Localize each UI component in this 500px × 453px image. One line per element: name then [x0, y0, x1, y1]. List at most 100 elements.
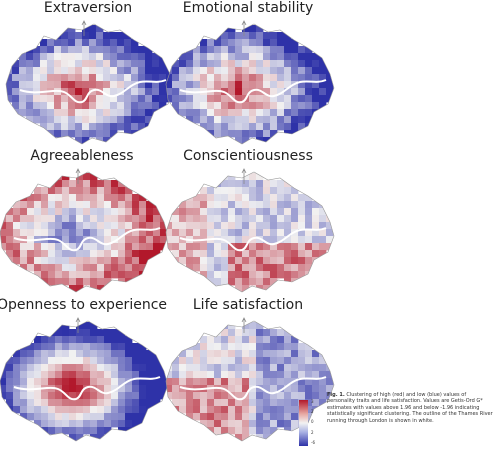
- district-cell: [138, 95, 146, 103]
- district-cell: [326, 222, 334, 230]
- district-cell: [256, 32, 264, 40]
- district-cell: [249, 427, 257, 435]
- district-cell: [40, 74, 48, 82]
- district-cell: [249, 208, 257, 216]
- district-cell: [34, 420, 42, 428]
- district-cell: [235, 420, 243, 428]
- district-cell: [263, 123, 271, 131]
- district-cell: [291, 271, 299, 279]
- district-cell: [242, 109, 250, 117]
- district-cell: [242, 25, 250, 33]
- district-cell: [89, 32, 97, 40]
- district-cell: [186, 243, 194, 251]
- district-cell: [228, 420, 236, 428]
- district-cell: [111, 187, 119, 195]
- district-cell: [207, 357, 215, 365]
- district-cell: [76, 222, 84, 230]
- district-cell: [55, 392, 63, 400]
- district-cell: [228, 74, 236, 82]
- district-cell: [249, 229, 257, 237]
- district-cell: [277, 420, 285, 428]
- district-cell: [166, 243, 173, 251]
- district-cell: [54, 81, 62, 89]
- district-cell: [193, 81, 201, 89]
- district-cell: [270, 406, 278, 414]
- district-cell: [20, 406, 28, 414]
- district-cell: [221, 243, 229, 251]
- district-cell: [305, 413, 313, 421]
- district-cell: [111, 385, 119, 393]
- district-cell: [284, 392, 292, 400]
- district-cell: [103, 53, 111, 61]
- district-cell: [97, 208, 105, 216]
- district-cell: [103, 116, 111, 124]
- district-cell: [132, 385, 140, 393]
- district-cell: [249, 102, 257, 110]
- district-cell: [27, 364, 35, 372]
- district-cell: [61, 53, 69, 61]
- district-cell: [27, 350, 35, 358]
- district-cell: [55, 364, 63, 372]
- district-cell: [6, 208, 14, 216]
- district-cell: [207, 102, 215, 110]
- district-cell: [256, 95, 264, 103]
- district-cell: [55, 250, 63, 258]
- district-cell: [82, 102, 90, 110]
- district-cell: [103, 137, 111, 144]
- district-cell: [83, 201, 91, 209]
- district-cell: [61, 116, 69, 124]
- district-cell: [221, 392, 229, 400]
- district-cell: [61, 123, 69, 131]
- district-cell: [41, 257, 49, 265]
- district-cell: [214, 413, 222, 421]
- panel-title: Agreeableness: [30, 148, 134, 164]
- district-cell: [139, 406, 147, 414]
- district-cell: [27, 208, 35, 216]
- district-cell: [242, 180, 250, 188]
- district-cell: [83, 194, 91, 202]
- district-cell: [153, 399, 161, 407]
- district-cell: [200, 257, 208, 265]
- district-cell: [263, 336, 271, 344]
- district-cell: [90, 243, 98, 251]
- district-cell: [69, 329, 77, 337]
- district-cell: [207, 109, 215, 117]
- district-cell: [242, 88, 250, 96]
- district-cell: [214, 271, 222, 279]
- district-cell: [228, 60, 236, 68]
- district-cell: [76, 257, 84, 265]
- district-cell: [235, 264, 243, 272]
- district-cell: [193, 46, 201, 54]
- district-cell: [69, 392, 77, 400]
- district-cell: [256, 102, 264, 110]
- district-cell: [221, 229, 229, 237]
- district-cell: [249, 371, 257, 379]
- district-cell: [132, 406, 140, 414]
- district-cell: [160, 378, 168, 386]
- district-cell: [228, 215, 236, 223]
- district-cell: [0, 222, 7, 230]
- district-cell: [20, 215, 28, 223]
- legend-color-bar: [299, 400, 308, 446]
- district-cell: [291, 95, 299, 103]
- district-cell: [97, 399, 105, 407]
- district-cell: [132, 222, 140, 230]
- district-cell: [103, 67, 111, 75]
- district-cell: [83, 406, 91, 414]
- district-cell: [214, 257, 222, 265]
- district-cell: [124, 67, 132, 75]
- district-cell: [111, 215, 119, 223]
- district-cell: [153, 215, 161, 223]
- district-cell: [110, 88, 118, 96]
- district-cell: [270, 271, 278, 279]
- district-cell: [69, 420, 77, 428]
- district-cell: [75, 88, 83, 96]
- district-cell: [118, 350, 126, 358]
- district-cell: [69, 208, 77, 216]
- district-cell: [111, 180, 119, 188]
- district-cell: [83, 420, 91, 428]
- thames-river: [179, 376, 327, 401]
- district-cell: [96, 81, 104, 89]
- district-cell: [62, 427, 70, 435]
- district-cell: [214, 187, 222, 195]
